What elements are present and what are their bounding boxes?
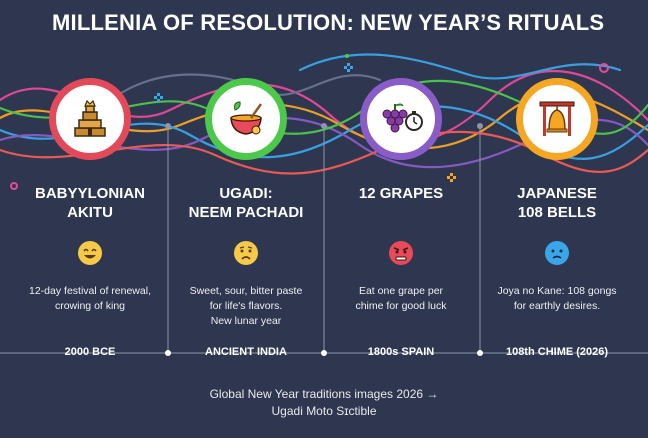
footer-link[interactable]: Global New Year traditions images 2026 →	[209, 387, 439, 401]
bell-icon	[516, 78, 598, 160]
worried-face-icon	[234, 241, 258, 265]
ritual-heading: UGADI: NEEM PACHADI	[188, 185, 304, 221]
ritual-heading: JAPANESE 108 BELLS	[517, 185, 597, 221]
timeline-label: 108th CHIME (2026)	[505, 346, 609, 358]
timeline-label: ANCIENT INDIA	[205, 346, 287, 358]
grapes-clock-icon	[360, 78, 442, 160]
ritual-description: 12-day festival of renewal, crowing of k…	[29, 285, 151, 312]
page-title: MILLENIA OF RESOLUTION: NEW YEAR’S RITUA…	[52, 10, 605, 35]
ziggurat-icon	[49, 78, 131, 160]
bowl-icon	[205, 78, 287, 160]
angry-face-icon	[389, 241, 413, 265]
ritual-heading: BABYYLONIAN AKITU	[34, 185, 145, 221]
timeline-label: 2000 BCE	[64, 346, 116, 358]
sad-face-icon	[545, 241, 569, 265]
ritual-description: Sweet, sour, bitter paste for life's fla…	[189, 285, 303, 327]
happy-face-icon	[78, 241, 102, 265]
ritual-description: Joya no Kane: 108 gongs for earthly desi…	[497, 285, 617, 312]
timeline-label: 1800s SPAIN	[367, 346, 435, 358]
footer-caption: Global New Year traditions images 2026 →…	[0, 386, 648, 420]
ritual-heading: 12 GRAPES	[358, 185, 444, 202]
ritual-description: Eat one grape per chime for good luck	[355, 285, 447, 312]
footer-subtext: Ugadi Moto Sɪctible	[271, 404, 377, 418]
